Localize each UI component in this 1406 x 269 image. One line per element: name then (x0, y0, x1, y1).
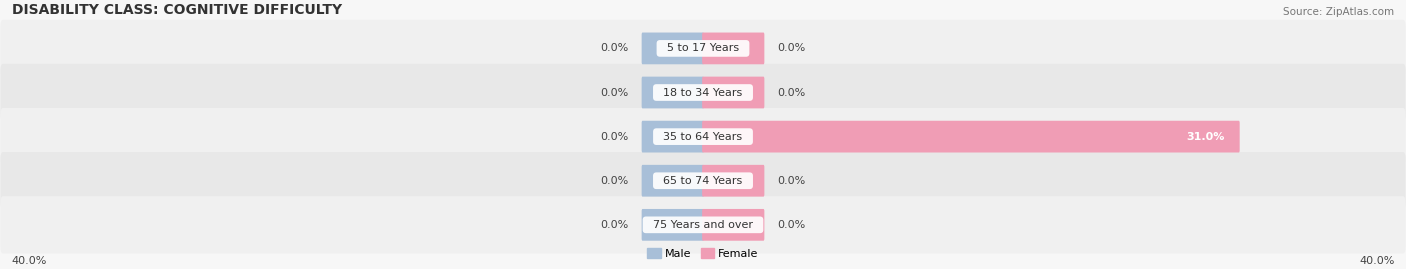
FancyBboxPatch shape (702, 209, 765, 241)
Text: 0.0%: 0.0% (778, 87, 806, 98)
Text: Source: ZipAtlas.com: Source: ZipAtlas.com (1284, 7, 1395, 17)
Text: 5 to 17 Years: 5 to 17 Years (659, 43, 747, 54)
Text: 40.0%: 40.0% (1360, 256, 1395, 266)
FancyBboxPatch shape (0, 20, 1406, 77)
Text: 65 to 74 Years: 65 to 74 Years (657, 176, 749, 186)
FancyBboxPatch shape (0, 196, 1406, 253)
FancyBboxPatch shape (0, 152, 1406, 209)
Text: 0.0%: 0.0% (778, 43, 806, 54)
Text: 40.0%: 40.0% (11, 256, 46, 266)
Text: 0.0%: 0.0% (600, 220, 628, 230)
Text: 0.0%: 0.0% (600, 43, 628, 54)
FancyBboxPatch shape (641, 33, 704, 64)
Text: 0.0%: 0.0% (600, 87, 628, 98)
Legend: Male, Female: Male, Female (643, 244, 763, 263)
FancyBboxPatch shape (702, 165, 765, 197)
Text: 0.0%: 0.0% (778, 176, 806, 186)
Text: 75 Years and over: 75 Years and over (645, 220, 761, 230)
FancyBboxPatch shape (702, 77, 765, 108)
Text: 0.0%: 0.0% (600, 176, 628, 186)
FancyBboxPatch shape (702, 33, 765, 64)
Text: DISABILITY CLASS: COGNITIVE DIFFICULTY: DISABILITY CLASS: COGNITIVE DIFFICULTY (11, 3, 342, 17)
FancyBboxPatch shape (702, 121, 1240, 153)
Text: 0.0%: 0.0% (778, 220, 806, 230)
Text: 0.0%: 0.0% (600, 132, 628, 141)
FancyBboxPatch shape (0, 64, 1406, 121)
FancyBboxPatch shape (641, 77, 704, 108)
FancyBboxPatch shape (641, 165, 704, 197)
FancyBboxPatch shape (641, 209, 704, 241)
Text: 31.0%: 31.0% (1187, 132, 1225, 141)
Text: 18 to 34 Years: 18 to 34 Years (657, 87, 749, 98)
FancyBboxPatch shape (0, 108, 1406, 165)
Text: 35 to 64 Years: 35 to 64 Years (657, 132, 749, 141)
FancyBboxPatch shape (641, 121, 704, 153)
